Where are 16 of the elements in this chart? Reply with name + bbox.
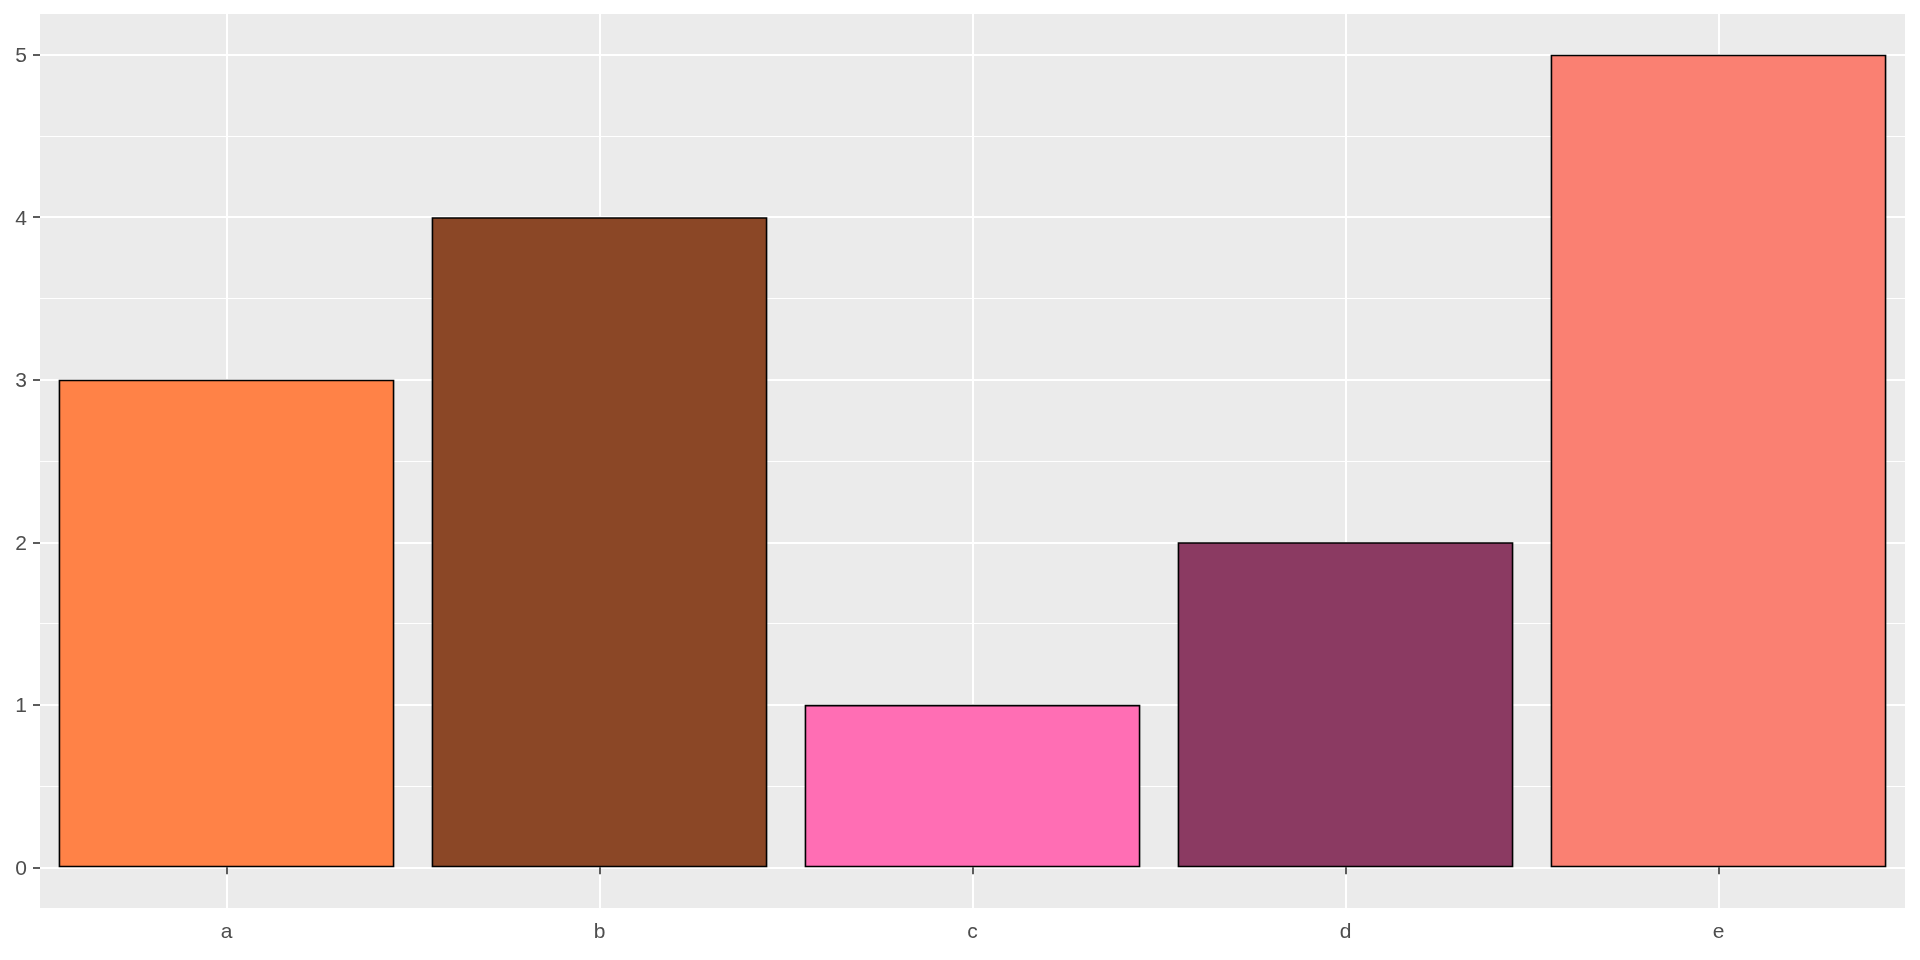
y-tick-label: 2	[15, 530, 27, 554]
x-tick-label: a	[220, 919, 233, 942]
bar	[431, 217, 768, 868]
x-tick-label: e	[1712, 919, 1725, 942]
x-tick-label: d	[1339, 919, 1352, 942]
x-tick-label: b	[593, 919, 606, 942]
y-tick-label: 1	[15, 693, 27, 717]
x-tick-label: c	[967, 919, 978, 942]
bar	[1550, 54, 1887, 868]
bar	[1177, 542, 1514, 868]
bar	[804, 704, 1141, 868]
y-tick-label: 3	[15, 368, 27, 392]
y-tick-label: 5	[15, 43, 27, 67]
y-tick-label: 0	[15, 855, 27, 879]
y-tick-label: 4	[15, 205, 28, 229]
bar	[58, 379, 395, 868]
